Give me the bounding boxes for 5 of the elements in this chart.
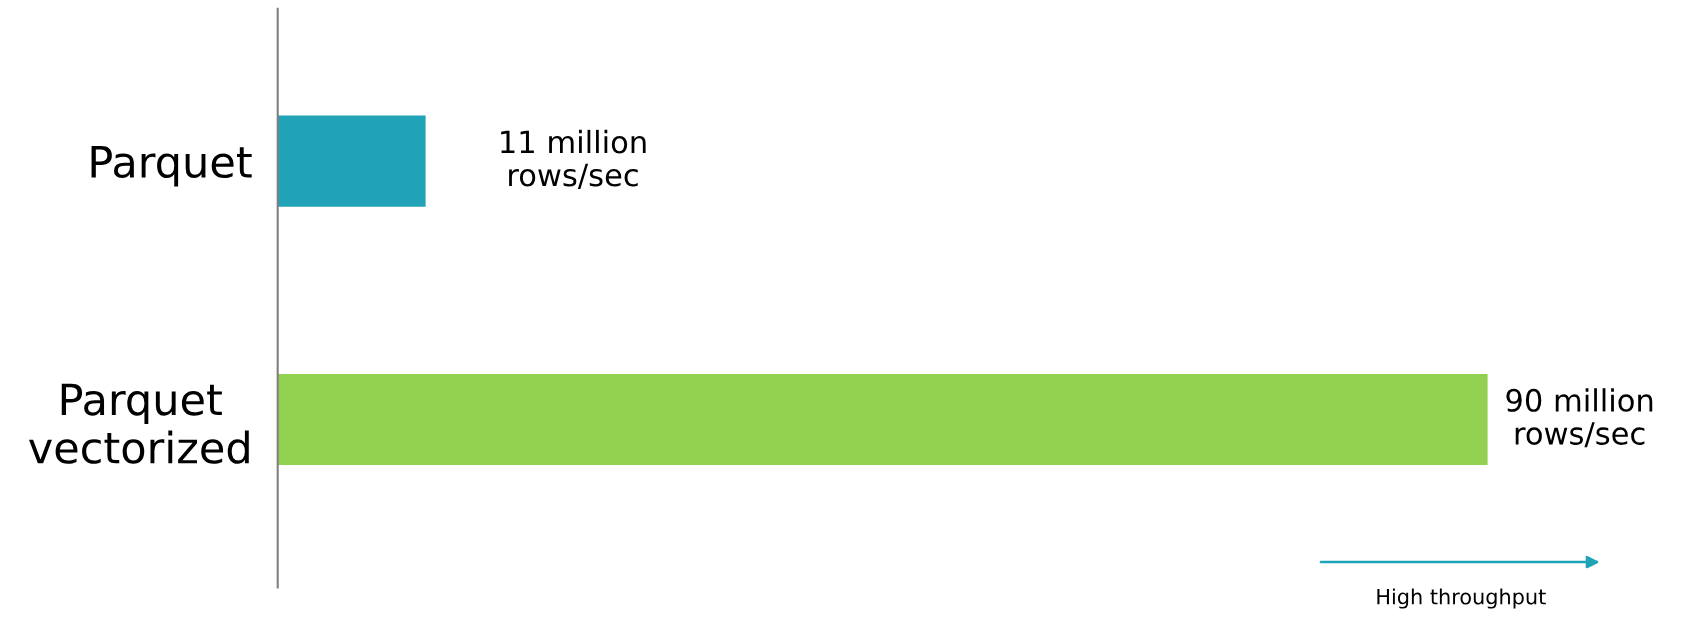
y-tick-label: Parquet: [91, 146, 252, 187]
y-tick-label: Parquet vectorized: [29, 383, 249, 464]
text: High throughput: [1377, 588, 1546, 609]
data-label: 11 million rows/sec: [501, 129, 646, 189]
data-label: 90 million rows/sec: [1506, 388, 1653, 448]
